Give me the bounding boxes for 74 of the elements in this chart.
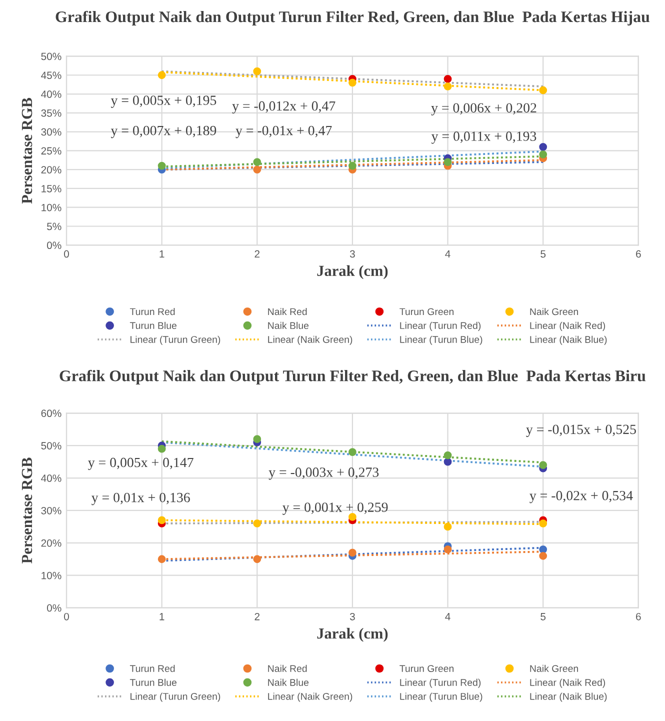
legend-label: Naik Green [530, 308, 578, 316]
y-tick-label: 40% [41, 474, 62, 482]
y-axis-title: Persentase RGB [22, 458, 32, 564]
legend-label: Linear (Naik Red) [530, 678, 606, 688]
x-tick-label: 5 [540, 613, 546, 620]
legend-label: Linear (Naik Green) [268, 692, 352, 702]
annotation: y = 0,006x + 0,202 [431, 103, 536, 116]
annotation: y = 0,007x + 0,189 [110, 126, 216, 138]
legend-label: Naik Green [530, 664, 578, 672]
legend-label: Turun Red [130, 308, 175, 316]
legend-label: Linear (Turun Green) [130, 336, 220, 345]
x-tick-label: 6 [636, 250, 641, 258]
y-tick-label: 0% [46, 604, 62, 612]
annotation: y = -0,01x + 0,47 [236, 126, 332, 138]
chart-title: Grafik Output Naik dan Output Turun Filter Red, Green, dan Blue Pada Kertas Hijau [56, 10, 650, 26]
legend-label: Naik Red [268, 664, 307, 672]
annotation: y = 0,001x + 0,259 [282, 502, 388, 515]
x-tick-label: 2 [254, 250, 260, 258]
y-tick-label: 50% [41, 52, 62, 60]
legend-label: Linear (Turun Blue) [400, 692, 482, 702]
x-tick-label: 1 [160, 613, 164, 620]
legend-label: Linear (Naik Blue) [530, 692, 607, 702]
y-tick-label: 50% [41, 442, 62, 450]
x-tick-label: 0 [64, 250, 69, 258]
y-tick-label: 20% [41, 539, 62, 547]
annotation: y = -0,015x + 0,525 [526, 424, 636, 437]
x-tick-label: 3 [350, 250, 355, 258]
y-tick-label: 25% [41, 147, 62, 155]
y-tick-label: 5% [47, 222, 62, 230]
annotation: y = 0,005x + 0,147 [88, 458, 194, 470]
annotation: y = 0,005x + 0,195 [110, 96, 216, 108]
x-tick-label: 4 [445, 250, 450, 258]
legend-label: Linear (Turun Green) [130, 692, 220, 702]
y-tick-label: 0% [46, 242, 62, 250]
annotation: y = 0,011x + 0,193 [431, 132, 536, 144]
y-tick-label: 10% [42, 572, 62, 580]
y-tick-label: 10% [42, 204, 62, 212]
legend-label: Linear (Turun Blue) [400, 336, 482, 345]
x-axis-title: Jarak (cm) [317, 265, 388, 280]
x-tick-label: 0 [64, 612, 69, 620]
legend-label: Naik Red [268, 308, 307, 316]
x-axis-title: Jarak (cm) [317, 628, 388, 642]
legend-label: Linear (Turun Red) [400, 678, 481, 688]
y-tick-label: 15% [42, 185, 62, 192]
x-tick-label: 3 [350, 612, 355, 620]
legend-label: Turun Green [400, 308, 454, 316]
x-tick-label: 6 [636, 612, 641, 620]
legend-label: Turun Blue [130, 322, 176, 330]
y-tick-label: 30% [41, 128, 62, 136]
annotation: y = -0,003x + 0,273 [268, 468, 379, 480]
legend-label: Naik Blue [268, 322, 309, 330]
annotation: y = 0,01x + 0,136 [92, 492, 190, 506]
x-tick-label: 1 [160, 250, 164, 258]
legend-label: Turun Blue [130, 678, 176, 686]
legend-label: Turun Red [130, 664, 175, 672]
y-tick-label: 20% [41, 166, 62, 174]
y-axis-title: Persentase RGB [22, 98, 32, 204]
legend-label: Turun Green [400, 665, 454, 672]
annotation: y = -0,02x + 0,534 [530, 490, 633, 504]
legend-label: Naik Blue [268, 678, 309, 686]
x-tick-label: 4 [445, 613, 450, 620]
x-tick-label: 2 [254, 612, 260, 620]
legend-label: Linear (Turun Red) [400, 322, 481, 331]
chart-title: Grafik Output Naik dan Output Turun Filter Red, Green, dan Blue Pada Kertas Biru [60, 370, 646, 385]
y-tick-label: 30% [41, 506, 62, 514]
y-tick-label: 60% [41, 410, 62, 418]
y-tick-label: 40% [41, 90, 62, 98]
y-tick-label: 45% [41, 72, 62, 80]
y-tick-label: 35% [41, 109, 62, 117]
legend-label: Linear (Naik Green) [268, 336, 352, 345]
legend-label: Linear (Naik Red) [530, 322, 606, 331]
legend-label: Linear (Naik Blue) [530, 336, 607, 345]
annotation: y = -0,012x + 0,47 [232, 101, 336, 114]
x-tick-label: 5 [540, 250, 546, 258]
